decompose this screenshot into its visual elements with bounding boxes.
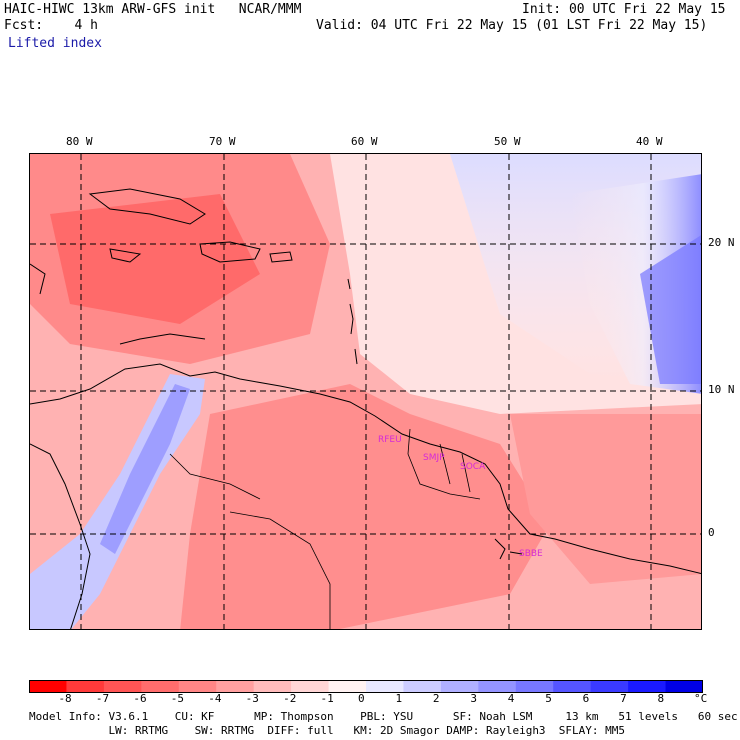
colorbar-swatch	[403, 680, 442, 693]
strong-blue-region	[640, 235, 701, 384]
lat-label-20n: 20 N	[708, 236, 735, 249]
valid-time: Valid: 04 UTC Fri 22 May 15 (01 LST Fri …	[316, 18, 708, 33]
colorbar-swatch	[328, 680, 367, 693]
colorbar-tick-label: -8	[58, 692, 72, 705]
colorbar-swatch	[478, 680, 517, 693]
lon-label-70w: 70 W	[209, 135, 236, 148]
colorbar-tick-label: 3	[470, 692, 477, 705]
colorbar-swatch	[253, 680, 292, 693]
lat-label-0: 0	[708, 526, 715, 539]
lon-label-40w: 40 W	[636, 135, 663, 148]
colorbar-swatch	[515, 680, 554, 693]
colorbar-swatch	[366, 680, 404, 693]
colorbar-swatch	[103, 680, 142, 693]
forecast-hour: Fcst: 4 h	[4, 18, 98, 33]
field-name: Lifted index	[8, 36, 102, 51]
colorbar-tick-label: 8	[657, 692, 665, 705]
colorbar-tick-label: 2	[432, 692, 440, 705]
amazon-red-region	[180, 384, 550, 629]
station-soca: SOCA	[460, 462, 486, 472]
lifted-index-map: RFEU SMJP SOCA SBBE	[29, 153, 702, 630]
colorbar-swatch	[628, 680, 667, 693]
colorbar	[29, 680, 703, 693]
colorbar-tick-label: 6	[582, 692, 590, 705]
station-rfeu: RFEU	[378, 435, 402, 445]
caribbean-deep-red	[50, 194, 260, 324]
lat-label-10n: 10 N	[708, 383, 735, 396]
colorbar-tick-label: 4	[507, 692, 515, 705]
colorbar-tick-label: -5	[170, 692, 185, 705]
colorbar-tick-label: 7	[620, 692, 627, 705]
coastlines	[30, 188, 701, 629]
model-info-line1: Model Info: V3.6.1 CU: KF MP: Thompson P…	[29, 710, 738, 723]
colorbar-tick-label: -4	[208, 692, 222, 705]
colorbar-tick-label: -2	[283, 692, 297, 705]
colorbar-tick-label: 0	[358, 692, 365, 705]
colorbar-tick-label: -1	[320, 692, 334, 705]
colorbar-swatch	[29, 680, 67, 693]
colorbar-swatch	[590, 680, 629, 693]
colorbar-swatch	[553, 680, 592, 693]
lat-lon-grid	[30, 154, 701, 629]
colorbar-tick-label: 5	[545, 692, 552, 705]
model-info-line2: LW: RRTMG SW: RRTMG DIFF: full KM: 2D Sm…	[29, 724, 626, 737]
borders	[169, 428, 481, 629]
colorbar-tick-label: -6	[133, 692, 147, 705]
colorbar-swatch	[291, 680, 330, 693]
model-title: HAIC-HIWC 13km ARW-GFS init NCAR/MMM	[4, 2, 302, 17]
colorbar-swatch	[178, 680, 217, 693]
station-labels: RFEU SMJP SOCA SBBE	[378, 435, 543, 559]
colorbar-tick-label: 1	[395, 692, 403, 705]
southeast-red-region	[510, 414, 701, 584]
init-time: Init: 00 UTC Fri 22 May 15	[522, 2, 726, 17]
colorbar-unit: °C	[694, 692, 708, 705]
station-smjp: SMJP	[423, 453, 445, 463]
colorbar-tick-label: -3	[245, 692, 259, 705]
map-svg: RFEU SMJP SOCA SBBE	[30, 154, 701, 629]
lon-label-60w: 60 W	[351, 135, 378, 148]
andes-strong-blue	[100, 384, 190, 554]
colorbar-border	[29, 680, 703, 693]
colorbar-tick-label: -7	[95, 692, 110, 705]
colorbar-swatch	[216, 680, 255, 693]
lon-label-50w: 50 W	[494, 135, 521, 148]
lon-label-80w: 80 W	[66, 135, 93, 148]
colorbar-swatch	[665, 680, 703, 693]
colorbar-swatch	[440, 680, 479, 693]
station-sbbe: SBBE	[519, 549, 543, 559]
colorbar-swatch	[66, 680, 105, 693]
colorbar-swatch	[141, 680, 180, 693]
